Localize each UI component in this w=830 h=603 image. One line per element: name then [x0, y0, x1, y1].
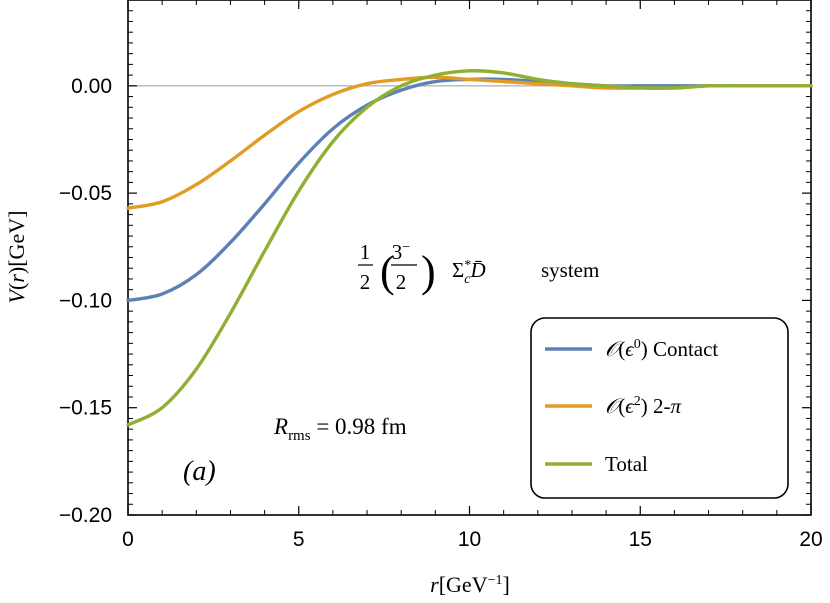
- svg-text:): ): [421, 247, 436, 296]
- legend-label-contact: 𝒪(ϵ0) Contact: [605, 337, 718, 361]
- series-line-two-pi: [126, 75, 813, 210]
- legend-box: [530, 317, 789, 499]
- legend-label-two-pi: 𝒪(ϵ2) 2-π: [605, 394, 681, 418]
- x-tick-label: 5: [293, 528, 305, 551]
- rms-annotation: Rrms = 0.98 fm: [273, 414, 407, 444]
- x-tick-label: 20: [799, 528, 822, 551]
- system-annotation: 1 2 ( 3− 2 ) Σ* cD̄ system: [358, 240, 599, 296]
- tick-labels: 0 5 10 15 20 0.00 −0.05 −0.10 −0.15 −0.20: [59, 75, 823, 551]
- series-line-total: [126, 69, 813, 427]
- x-tick-label: 0: [122, 528, 134, 551]
- svg-text:Σ*cD̄: Σ* cD̄: [452, 258, 486, 287]
- x-tick-label: 10: [458, 528, 481, 551]
- series-lines: [126, 69, 813, 427]
- legend: 𝒪(ϵ0) Contact 𝒪(ϵ2) 2-π Total: [530, 317, 789, 499]
- y-tick-label: 0.00: [71, 75, 112, 98]
- svg-text:3−: 3−: [392, 240, 411, 264]
- legend-label-total: Total: [605, 452, 648, 476]
- panel-label: (a): [183, 456, 216, 487]
- system-label: system: [541, 258, 599, 282]
- legend-swatches: [545, 347, 592, 466]
- x-axis-label: r[GeV−1]: [430, 572, 510, 597]
- y-axis-label: V(r)[GeV]: [4, 211, 29, 304]
- ticks: [127, 0, 812, 516]
- y-tick-label: −0.15: [59, 397, 112, 420]
- svg-text:(: (: [380, 247, 395, 296]
- y-tick-label: −0.20: [59, 504, 112, 527]
- svg-text:2: 2: [360, 270, 371, 294]
- y-tick-label: −0.05: [59, 182, 112, 205]
- svg-text:1: 1: [360, 240, 371, 264]
- y-tick-label: −0.10: [59, 289, 112, 312]
- x-tick-label: 15: [629, 528, 652, 551]
- svg-text:2: 2: [396, 270, 407, 294]
